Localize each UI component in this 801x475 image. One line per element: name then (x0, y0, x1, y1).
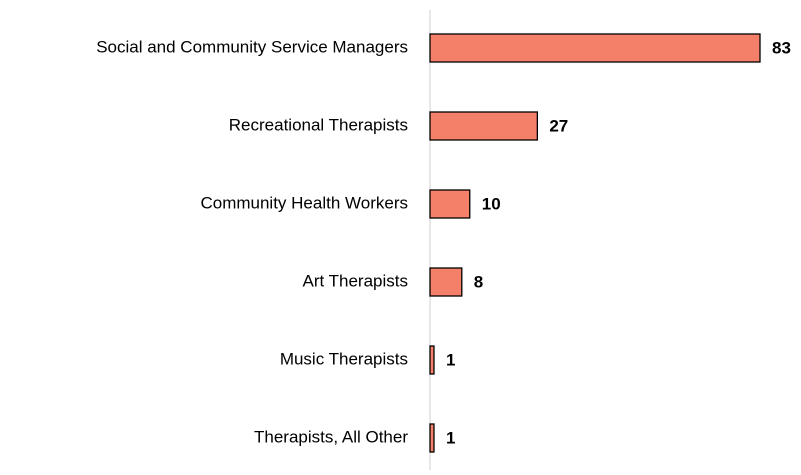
value-label: 1 (446, 428, 455, 447)
value-label: 27 (549, 116, 568, 135)
bar (429, 423, 435, 453)
bar (429, 111, 538, 141)
category-label: Art Therapists (302, 271, 408, 290)
bar (429, 189, 471, 219)
value-label: 8 (474, 272, 483, 291)
category-label: Therapists, All Other (254, 427, 408, 446)
category-label: Community Health Workers (200, 193, 408, 212)
category-label: Music Therapists (280, 349, 408, 368)
value-label: 1 (446, 350, 455, 369)
category-label: Recreational Therapists (229, 115, 408, 134)
value-label: 10 (482, 194, 501, 213)
bar (429, 345, 435, 375)
bar (429, 267, 463, 297)
category-label: Social and Community Service Managers (96, 37, 408, 56)
bar (429, 33, 761, 63)
value-label: 83 (772, 38, 791, 57)
